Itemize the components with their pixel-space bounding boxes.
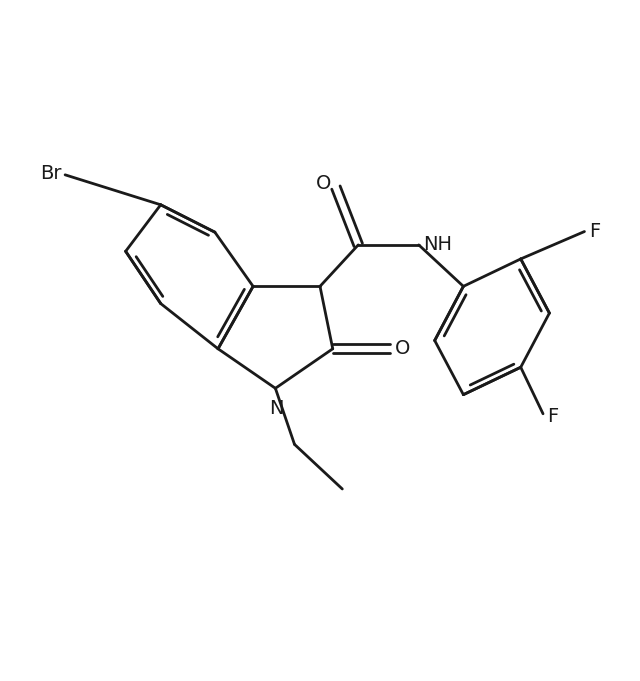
Text: Br: Br — [40, 164, 62, 183]
Text: O: O — [316, 174, 331, 193]
Text: N: N — [269, 399, 284, 418]
Text: F: F — [547, 407, 559, 426]
Text: F: F — [589, 222, 600, 241]
Text: NH: NH — [423, 236, 452, 255]
Text: O: O — [394, 339, 410, 358]
